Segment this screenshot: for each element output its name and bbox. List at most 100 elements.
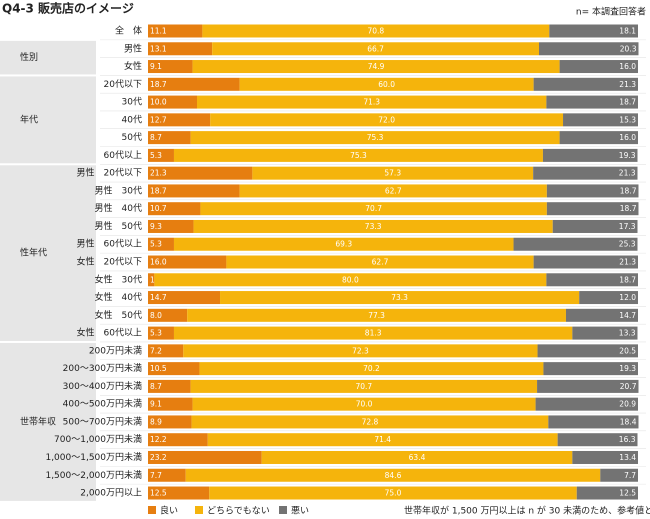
value-label: 10.0: [150, 98, 167, 107]
category-label: 男性 30代: [95, 184, 142, 196]
bar-segment: [226, 255, 534, 269]
value-label: 72.0: [378, 115, 395, 124]
group-label: 性別: [20, 51, 38, 63]
bar-segment: [148, 42, 213, 56]
value-label: 7.7: [624, 471, 636, 480]
legend-label: どちらでもない: [207, 506, 270, 517]
value-label: 7.7: [150, 471, 162, 480]
value-label: 7.2: [150, 346, 162, 355]
value-label: 70.8: [367, 27, 384, 36]
bar-segment: [173, 237, 514, 251]
value-label: 5.3: [150, 240, 162, 249]
legend-label: 悪い: [291, 506, 309, 517]
bar-segment: [148, 326, 174, 340]
value-label: 75.3: [350, 151, 367, 160]
value-label: 17.3: [619, 222, 636, 231]
bar-segment: [193, 219, 553, 233]
bar-segment: [513, 237, 638, 251]
bar-segment: [148, 219, 194, 233]
bar-segment: [148, 237, 174, 251]
chart-title: Q4-3 販売店のイメージ: [2, 1, 134, 16]
category-label: 500～700万円未満: [63, 415, 142, 427]
bar-segment: [546, 184, 639, 198]
bar-segment: [207, 433, 558, 447]
category-label: 男性 20代以下: [77, 167, 142, 179]
category-label: 300～400万円未満: [63, 380, 142, 392]
group-label: 性年代: [20, 247, 47, 259]
legend-swatch: [279, 506, 287, 514]
group-label: 年代: [20, 113, 38, 125]
bar-segment: [552, 219, 638, 233]
bar-segment: [187, 308, 566, 322]
value-label: 73.3: [365, 222, 382, 231]
value-label: 8.0: [150, 311, 162, 320]
bar-segment: [148, 202, 201, 216]
bar-segment: [535, 397, 638, 411]
value-label: 21.3: [619, 80, 636, 89]
value-label: 80.0: [342, 275, 359, 284]
bar-segment: [148, 184, 240, 198]
value-label: 16.3: [619, 435, 636, 444]
bar-segment: [199, 362, 544, 376]
bar-segment: [148, 468, 186, 482]
bar-segment: [572, 326, 638, 340]
value-label: 8.9: [150, 417, 162, 426]
value-label: 70.7: [365, 204, 382, 213]
value-label: 16.0: [150, 258, 167, 267]
bar-segment: [533, 166, 638, 180]
bar-segment: [209, 486, 577, 500]
value-label: 21.3: [619, 258, 636, 267]
bar-segment: [559, 131, 638, 145]
value-label: 19.3: [619, 151, 636, 160]
legend-swatch: [195, 506, 203, 514]
value-label: 19.3: [619, 364, 636, 373]
bar-segment: [148, 415, 192, 429]
value-label: 66.7: [367, 44, 384, 53]
bar-segment: [185, 468, 601, 482]
bar-segment: [148, 166, 253, 180]
value-label: 16.0: [619, 133, 636, 142]
bar-segment: [148, 308, 188, 322]
value-label: 5.3: [150, 329, 162, 338]
category-label: 1,500～2,000万円未満: [45, 469, 142, 481]
bar-segment: [148, 433, 208, 447]
bar-segment: [190, 379, 538, 393]
category-label: 男性 40代: [95, 202, 142, 214]
category-label: 女性 50代: [95, 309, 142, 321]
bar-segment: [148, 362, 200, 376]
value-label: 20.3: [620, 44, 637, 53]
bar-segment: [154, 273, 547, 287]
category-label: 20代以下: [104, 79, 142, 90]
bar-segment: [546, 273, 638, 287]
category-label: 200万円未満: [89, 344, 142, 356]
category-label: 男性: [124, 42, 142, 54]
bar-segment: [572, 450, 638, 464]
bar-segment: [252, 166, 534, 180]
bar-segment: [183, 344, 538, 358]
bar-segment: [148, 113, 211, 127]
value-label: 57.3: [384, 169, 401, 178]
value-label: 13.3: [619, 329, 636, 338]
bar-segment: [542, 148, 638, 162]
value-label: 9.1: [150, 62, 162, 71]
value-label: 10.5: [150, 364, 167, 373]
bar-segment: [576, 486, 638, 500]
bar-segment: [537, 344, 638, 358]
category-label: 男性 50代: [95, 220, 142, 232]
bar-segment: [173, 148, 543, 162]
bar-segment: [549, 24, 638, 38]
value-label: 14.7: [619, 311, 636, 320]
legend-swatch: [148, 506, 156, 514]
category-label: 1,000～1,500万円未満: [45, 451, 142, 463]
value-label: 74.9: [368, 62, 385, 71]
value-label: 18.4: [620, 417, 637, 426]
bar-segment: [192, 60, 560, 74]
bar-segment: [148, 60, 193, 74]
bar-segment: [600, 468, 638, 482]
value-label: 18.7: [619, 275, 636, 284]
value-label: 8.7: [150, 382, 162, 391]
value-label: 69.3: [335, 240, 352, 249]
bar-segment: [148, 450, 262, 464]
bar-segment: [546, 202, 639, 216]
